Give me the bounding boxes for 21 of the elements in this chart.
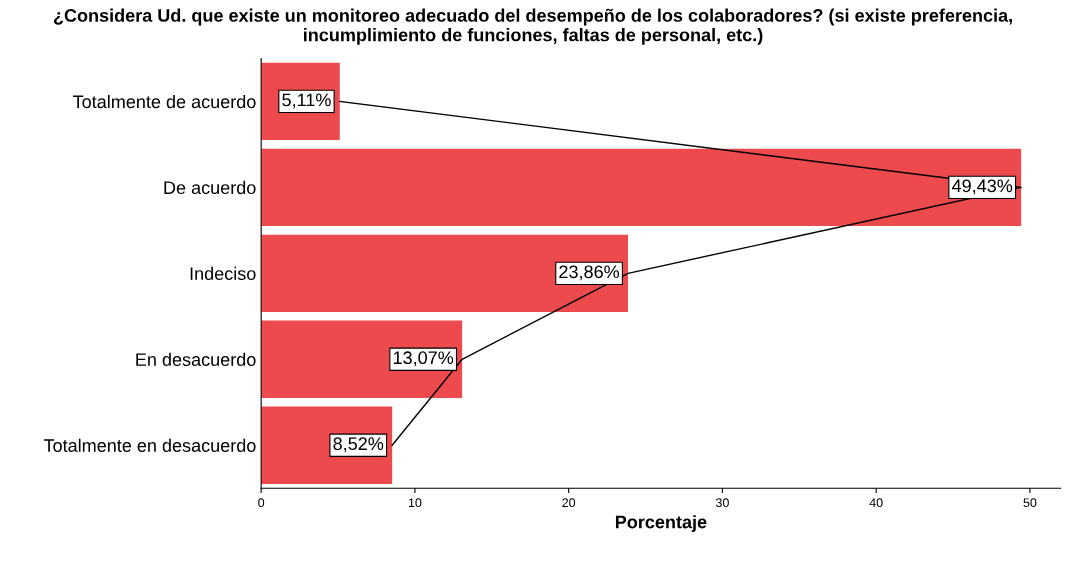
y-tick-label: Totalmente en desacuerdo	[43, 438, 256, 452]
data-label: 13,07%	[393, 351, 454, 367]
y-tick-label: Totalmente de acuerdo	[73, 94, 256, 109]
x-tick-label: 30	[715, 498, 729, 508]
data-label: 8,52%	[333, 437, 384, 453]
x-axis-title: Porcentaje	[615, 515, 707, 532]
bar	[261, 148, 1022, 227]
y-tick-label: En desacuerdo	[136, 352, 256, 366]
x-tick-label: 50	[1023, 498, 1037, 508]
y-tick-label: Indeciso	[190, 266, 256, 281]
bar	[261, 234, 629, 312]
bar	[261, 320, 463, 398]
x-tick-label: 20	[562, 498, 576, 508]
x-tick-label: 40	[869, 498, 883, 508]
y-tick-label: De acuerdo	[164, 180, 256, 195]
x-tick-label: 10	[408, 498, 422, 508]
data-label: 5,11%	[282, 93, 331, 109]
x-tick-label: 0	[258, 498, 265, 508]
data-label: 23,86%	[559, 265, 620, 281]
chart-title: ¿Considera Ud. que existe un monitoreo adecuado del desempeño de los colaboradores? (si existe preferencia, incumplimiento de funciones, faltas de personal, etc.)	[53, 8, 1012, 45]
data-label: 49,43%	[952, 179, 1013, 195]
